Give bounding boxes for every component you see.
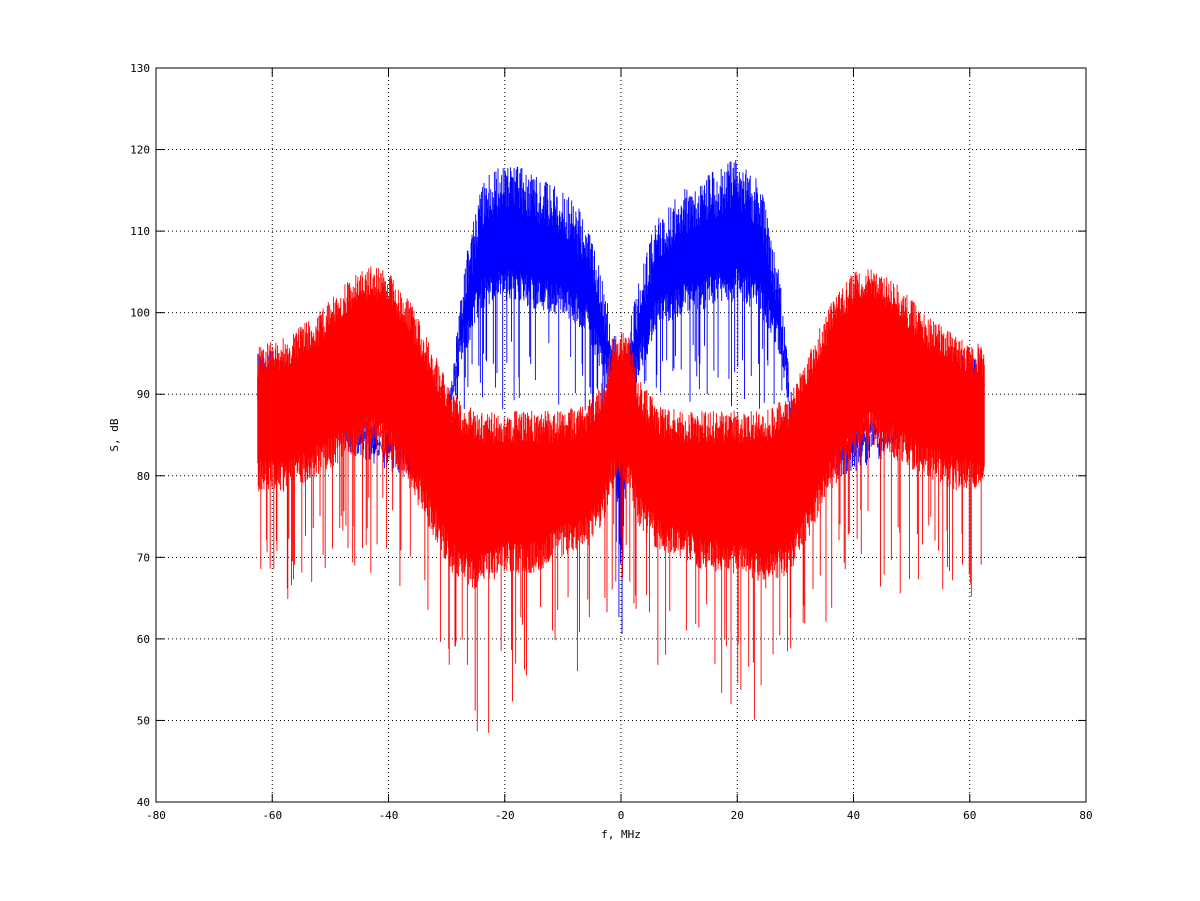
x-tick-label: -60: [262, 809, 282, 822]
ticks: -80 -60 -40 -20 0 20 40 60 80 40 50 60 70 80 90 100 110 1…: [130, 62, 1093, 822]
y-tick-label: 70: [137, 551, 150, 564]
y-tick-label: 120: [130, 144, 150, 157]
series-layer: [257, 160, 985, 733]
x-tick-label: 20: [731, 809, 744, 822]
x-tick-label: 0: [618, 809, 625, 822]
y-tick-label: 130: [130, 62, 150, 75]
y-tick-label: 50: [137, 714, 150, 727]
series-red: [257, 266, 985, 733]
y-tick-label: 90: [137, 388, 150, 401]
x-tick-label: 40: [847, 809, 860, 822]
x-tick-label: -20: [495, 809, 515, 822]
x-tick-label: 80: [1079, 809, 1092, 822]
x-axis-title: f, MHz: [601, 828, 641, 841]
y-tick-label: 110: [130, 225, 150, 238]
y-axis-title: S, dB: [108, 418, 121, 451]
y-tick-label: 100: [130, 307, 150, 320]
y-tick-label: 80: [137, 470, 150, 483]
y-tick-label: 40: [137, 796, 150, 809]
x-tick-label: 60: [963, 809, 976, 822]
y-tick-label: 60: [137, 633, 150, 646]
series-body: [257, 305, 985, 550]
x-tick-label: -40: [379, 809, 399, 822]
x-tick-label: -80: [146, 809, 166, 822]
